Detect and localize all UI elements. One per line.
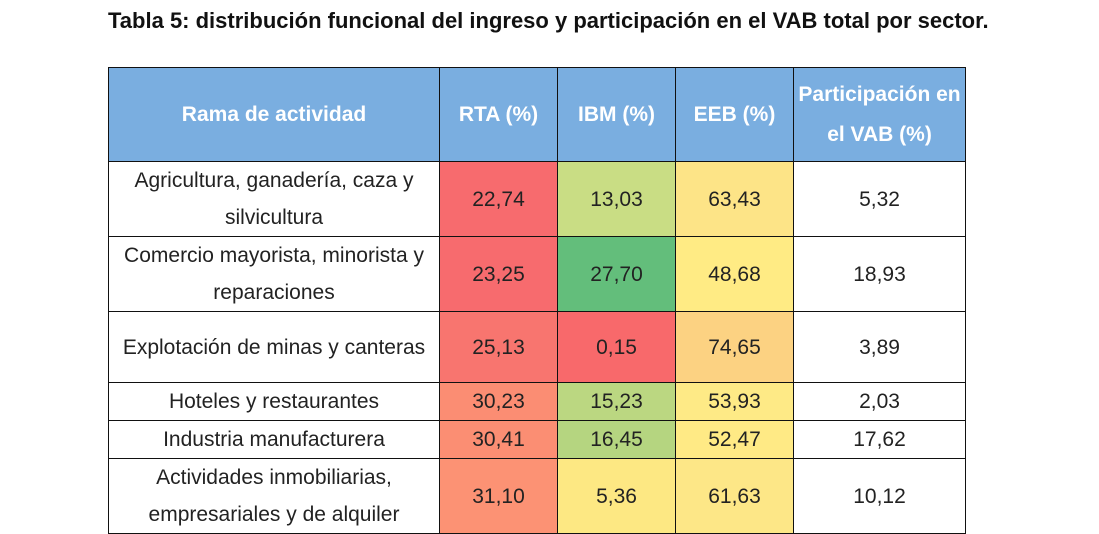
table-row: Hoteles y restaurantes 30,23 15,23 53,93… (108, 382, 966, 421)
vab-cell: 3,89 (793, 311, 966, 383)
data-table: Rama de actividad RTA (%) IBM (%) EEB (%… (108, 67, 966, 534)
ibm-cell: 0,15 (557, 311, 676, 383)
table-row: Industria manufacturera 30,41 16,45 52,4… (108, 420, 966, 459)
vab-cell: 18,93 (793, 236, 966, 312)
eeb-cell: 48,68 (675, 236, 794, 312)
eeb-cell: 53,93 (675, 382, 794, 421)
col-header-ibm: IBM (%) (557, 67, 676, 162)
eeb-cell: 74,65 (675, 311, 794, 383)
row-label: Actividades inmobiliarias, empresariales… (108, 458, 440, 534)
ibm-cell: 16,45 (557, 420, 676, 459)
table-row: Actividades inmobiliarias, empresariales… (108, 458, 966, 534)
col-header-eeb: EEB (%) (675, 67, 794, 162)
row-label: Explotación de minas y canteras (108, 311, 440, 383)
eeb-cell: 63,43 (675, 161, 794, 237)
row-label: Comercio mayorista, minorista y reparaci… (108, 236, 440, 312)
rta-cell: 30,41 (439, 420, 558, 459)
col-header-rta: RTA (%) (439, 67, 558, 162)
rta-cell: 22,74 (439, 161, 558, 237)
rta-cell: 31,10 (439, 458, 558, 534)
rta-cell: 30,23 (439, 382, 558, 421)
vab-cell: 2,03 (793, 382, 966, 421)
table-caption: Tabla 5: distribución funcional del ingr… (108, 8, 989, 33)
vab-cell: 5,32 (793, 161, 966, 237)
rta-cell: 23,25 (439, 236, 558, 312)
header-row: Rama de actividad RTA (%) IBM (%) EEB (%… (108, 67, 966, 162)
table-row: Agricultura, ganadería, caza y silvicult… (108, 161, 966, 237)
eeb-cell: 52,47 (675, 420, 794, 459)
eeb-cell: 61,63 (675, 458, 794, 534)
ibm-cell: 13,03 (557, 161, 676, 237)
vab-cell: 17,62 (793, 420, 966, 459)
col-header-rama: Rama de actividad (108, 67, 440, 162)
table-row: Explotación de minas y canteras 25,13 0,… (108, 311, 966, 383)
row-label: Industria manufacturera (108, 420, 440, 459)
row-label: Agricultura, ganadería, caza y silvicult… (108, 161, 440, 237)
row-label: Hoteles y restaurantes (108, 382, 440, 421)
ibm-cell: 5,36 (557, 458, 676, 534)
rta-cell: 25,13 (439, 311, 558, 383)
col-header-vab: Participación en el VAB (%) (793, 67, 966, 162)
vab-cell: 10,12 (793, 458, 966, 534)
table-row: Comercio mayorista, minorista y reparaci… (108, 236, 966, 312)
ibm-cell: 15,23 (557, 382, 676, 421)
ibm-cell: 27,70 (557, 236, 676, 312)
